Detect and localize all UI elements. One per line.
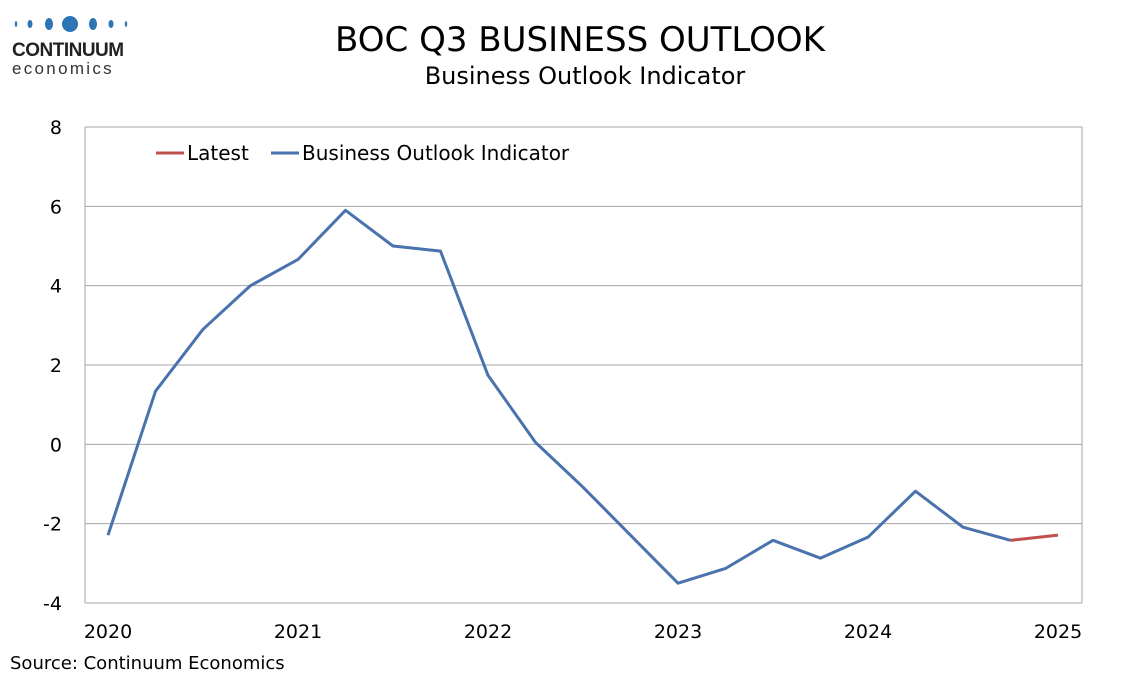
y-tick-label: -4	[43, 593, 62, 615]
series-line-latest	[1010, 533, 1059, 542]
legend-label: Latest	[187, 141, 249, 165]
logo: CONTINUUM economics	[12, 14, 132, 79]
x-tick-label: 2020	[84, 621, 132, 643]
x-tick-label: 2021	[274, 621, 322, 643]
x-tick-label: 2022	[464, 621, 512, 643]
y-tick-label: -2	[43, 514, 62, 536]
logo-name: CONTINUUM	[12, 40, 124, 61]
legend-label: Business Outlook Indicator	[302, 141, 570, 165]
series-line-business-outlook-indicator	[106, 208, 1011, 585]
y-tick-label: 0	[50, 434, 62, 456]
source-note: Source: Continuum Economics	[10, 653, 285, 674]
y-tick-label: 4	[50, 276, 62, 298]
logo-dots-icon	[14, 16, 128, 32]
y-tick-label: 8	[50, 117, 62, 139]
y-tick-label: 6	[50, 196, 62, 218]
y-tick-label: 2	[50, 355, 62, 377]
logo-sub: economics	[12, 59, 114, 78]
chart-title: BOC Q3 BUSINESS OUTLOOK	[335, 20, 825, 60]
x-tick-label: 2024	[844, 621, 892, 643]
chart-subtitle: Business Outlook Indicator	[424, 62, 746, 90]
x-tick-label: 2023	[654, 621, 702, 643]
x-tick-label: 2025	[1034, 621, 1082, 643]
